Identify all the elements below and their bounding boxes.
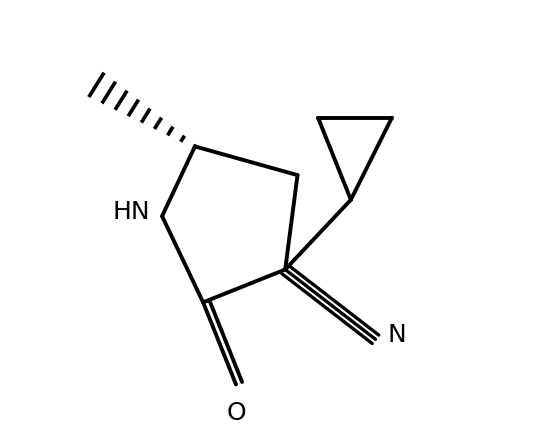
Text: HN: HN [112,200,150,224]
Text: N: N [388,323,407,347]
Text: O: O [226,401,246,425]
